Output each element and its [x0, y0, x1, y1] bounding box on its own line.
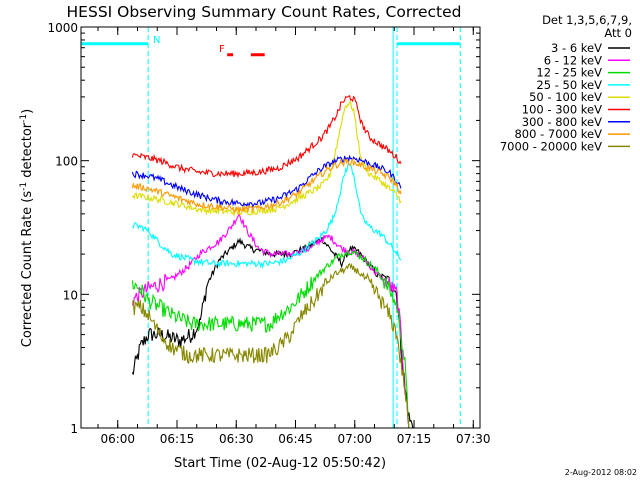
y-axis-label-exponent: -1 [19, 114, 29, 123]
series-line [131, 262, 410, 429]
generation-timestamp: 2-Aug-2012 08:02 [565, 468, 637, 477]
plot-frame [80, 26, 481, 429]
legend-entry-label: 300 - 800 keV [522, 115, 602, 129]
y-axis-label: Corrected Count Rate (s-1 detector-1) [19, 109, 35, 347]
x-tick-label: 06:30 [219, 432, 254, 446]
legend-entry-label: 50 - 100 keV [529, 90, 602, 104]
x-tick-label: 07:30 [456, 432, 491, 446]
y-axis-ticks: 1 10 100 1000 [47, 21, 480, 436]
legend-entry-label: 800 - 7000 keV [514, 127, 602, 141]
y-axis-label-part: Corrected Count Rate (s [20, 191, 35, 348]
legend-header: Att 0 [604, 26, 632, 40]
y-tick-label: 1 [70, 422, 78, 436]
flare-marker-label: F [219, 44, 225, 55]
plot-area [81, 27, 461, 429]
x-tick-label: 06:45 [278, 432, 313, 446]
y-tick-label: 10 [63, 288, 78, 302]
legend-entry-label: 25 - 50 keV [536, 78, 602, 92]
chart-title: HESSI Observing Summary Count Rates, Cor… [67, 3, 462, 21]
x-axis-label: Start Time (02-Aug-12 05:50:42) [174, 456, 386, 471]
series-line [131, 95, 402, 179]
y-axis-label-exponent: -1 [19, 182, 29, 191]
y-tick-label: 100 [55, 155, 78, 169]
legend-entry-label: 100 - 300 keV [522, 103, 602, 117]
legend-entry-label: 3 - 6 keV [551, 41, 602, 55]
x-tick-label: 07:00 [337, 432, 372, 446]
legend-entry-label: 7000 - 20000 keV [500, 139, 602, 153]
series-line [131, 154, 402, 209]
series-line [131, 250, 410, 429]
series-line [132, 161, 402, 269]
x-tick-label: 06:15 [160, 432, 195, 446]
night-marker-label: N [153, 35, 160, 46]
y-tick-label: 1000 [47, 21, 78, 35]
x-axis-ticks: 06:00 06:15 06:30 06:45 07:00 07:15 07:30 [97, 27, 491, 446]
series-line [131, 157, 402, 213]
x-tick-label: 07:15 [397, 432, 432, 446]
series-line [131, 236, 414, 429]
legend-entry-label: 12 - 25 keV [536, 66, 602, 80]
y-axis-label-part: detector [20, 122, 35, 182]
legend-header: Det 1,3,5,6,7,9, [542, 13, 632, 27]
y-axis-label-part: ) [20, 109, 35, 114]
series-line [131, 213, 410, 429]
legend-entry-label: 6 - 12 keV [544, 53, 602, 67]
x-tick-label: 06:00 [100, 432, 135, 446]
series-line [131, 100, 402, 218]
